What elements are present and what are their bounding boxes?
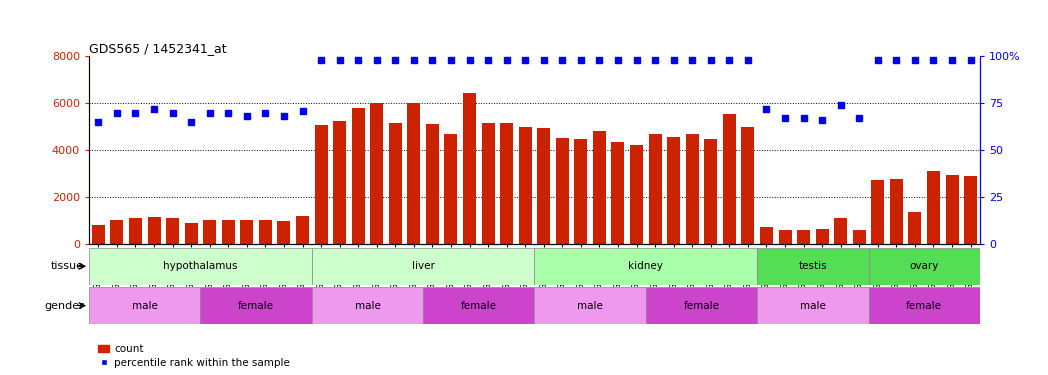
Bar [853,230,866,244]
Bar [110,220,124,244]
Bar [389,123,401,244]
Bar [166,218,179,244]
Bar [370,103,384,244]
Bar [757,248,869,285]
Text: testis: testis [799,261,827,271]
Bar [500,123,514,244]
Text: hypothalamus: hypothalamus [163,261,238,271]
Bar [482,123,495,244]
Bar [760,227,773,244]
Bar [723,114,736,244]
Text: male: male [354,301,380,310]
Text: female: female [907,301,942,310]
Bar [408,103,420,244]
Bar [649,134,661,244]
Bar [890,179,903,244]
Bar [555,138,569,244]
Bar [463,93,476,244]
Bar [757,287,869,324]
Bar [148,217,160,244]
Text: female: female [461,301,497,310]
Bar [312,248,534,285]
Bar [909,212,921,244]
Bar [630,146,643,244]
Bar [333,121,346,244]
Bar [534,248,757,285]
Text: male: male [577,301,603,310]
Bar [534,287,646,324]
Bar [685,134,699,244]
Bar [425,124,439,244]
Text: female: female [683,301,720,310]
Bar [869,287,980,324]
Bar [927,171,940,244]
Bar [184,223,198,244]
Text: male: male [132,301,157,310]
Text: tissue: tissue [51,261,84,271]
Bar [964,176,977,244]
Text: ovary: ovary [910,261,939,271]
Bar [574,140,587,244]
Text: male: male [800,301,826,310]
Bar [423,287,534,324]
Bar [314,125,328,244]
Bar [278,222,290,244]
Bar [538,128,550,244]
Bar [834,218,847,244]
Bar [89,287,200,324]
Bar [869,248,980,285]
Bar [296,216,309,244]
Text: GDS565 / 1452341_at: GDS565 / 1452341_at [89,42,226,55]
Bar [200,287,312,324]
Bar [871,180,885,244]
Bar [798,230,810,244]
Bar [312,287,423,324]
Legend: count, percentile rank within the sample: count, percentile rank within the sample [94,340,294,372]
Bar [668,137,680,244]
Bar [741,127,755,244]
Bar [129,218,141,244]
Bar [945,175,959,244]
Text: gender: gender [44,301,84,310]
Bar [240,220,254,244]
Text: kidney: kidney [629,261,663,271]
Bar [815,228,829,244]
Bar [779,230,791,244]
Bar [222,220,235,244]
Text: female: female [238,301,275,310]
Bar [704,140,717,244]
Bar [352,108,365,244]
Bar [203,220,216,244]
Bar [89,248,312,285]
Bar [611,142,625,244]
Bar [593,131,606,244]
Bar [646,287,757,324]
Bar [259,220,271,244]
Bar [92,225,105,244]
Bar [519,127,531,244]
Text: liver: liver [412,261,435,271]
Bar [444,134,458,244]
